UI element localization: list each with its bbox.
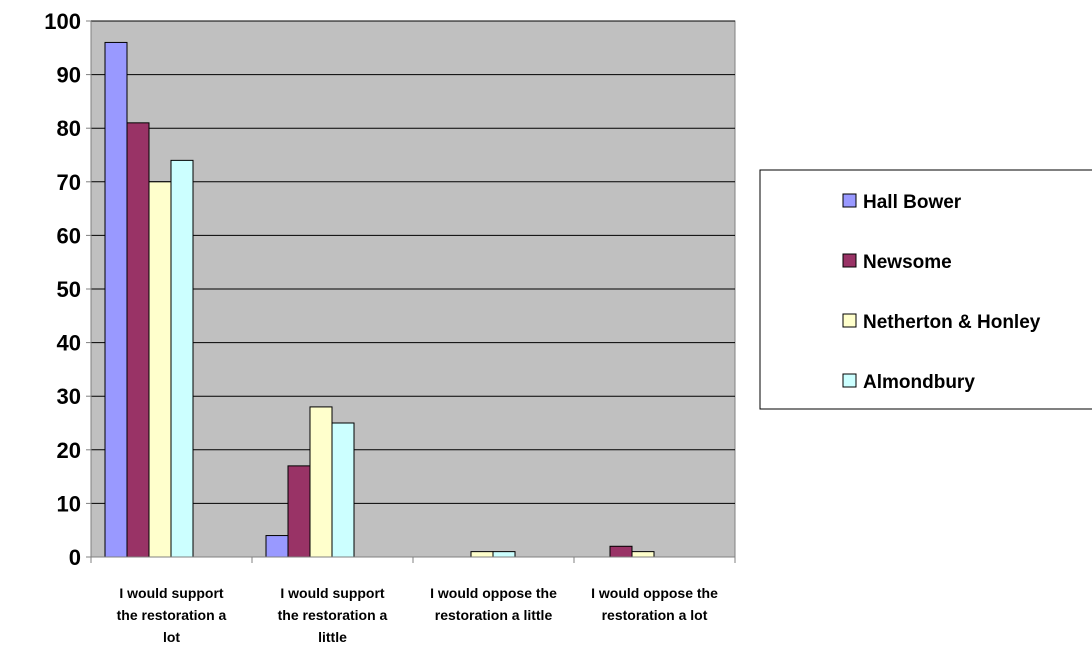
legend-label: Netherton & Honley [863, 312, 1041, 333]
y-tick-label: 40 [57, 331, 81, 356]
x-tick-label-line: little [318, 629, 347, 645]
x-tick-label-line: the restoration a [278, 607, 388, 623]
bar-netherton-honley-3 [470, 551, 494, 558]
legend-label: Almondbury [863, 372, 975, 393]
x-tick-label: I would support the restoration a little [278, 585, 388, 645]
x-tick-label-line: lot [163, 629, 180, 645]
legend-swatch-newsome [842, 253, 857, 268]
axes: 0 10 20 30 40 50 60 70 80 90 100 I would support the… [44, 9, 736, 645]
x-tick-label-line: I would oppose the [430, 585, 557, 601]
x-tick-label-line: the restoration a [117, 607, 227, 623]
bar-netherton-honley-2 [309, 406, 333, 558]
bar-hall-bower-2 [265, 535, 289, 558]
y-tick-label: 100 [44, 9, 81, 34]
x-tick-label: I would oppose the restoration a little [430, 585, 557, 623]
x-tick-label: I would oppose the restoration a lot [591, 585, 718, 623]
x-tick-label-line: I would support [280, 585, 385, 601]
legend-swatch-hall-bower [842, 193, 857, 208]
y-tick-label: 60 [57, 223, 81, 248]
y-tick-label: 80 [57, 116, 81, 141]
y-tick-label: 20 [57, 438, 81, 463]
bar-netherton-honley-1 [148, 181, 172, 558]
bar-hall-bower-1 [104, 41, 128, 558]
x-tick-label-line: restoration a little [435, 607, 553, 623]
bar-netherton-honley-4 [631, 551, 655, 558]
legend-swatch-almondbury [842, 373, 857, 388]
y-tick-label: 70 [57, 170, 81, 195]
x-tick-label: I would support the restoration a lot [117, 585, 227, 645]
x-tick-label-line: I would support [119, 585, 224, 601]
bar-almondbury-1 [170, 159, 194, 558]
bar-newsome-1 [126, 122, 150, 558]
plot-area [90, 20, 736, 558]
y-tick-label: 50 [57, 277, 81, 302]
bar-almondbury-2 [331, 422, 355, 558]
bar-almondbury-3 [492, 551, 516, 558]
legend-swatch-netherton-honley [842, 313, 857, 328]
x-tick-label-line: restoration a lot [602, 607, 708, 623]
legend: Hall Bower Newsome Netherton & Honley Almon… [759, 169, 1092, 410]
bar-newsome-4 [609, 545, 633, 558]
legend-label: Hall Bower [863, 192, 962, 213]
bars [104, 41, 655, 558]
y-tick-label: 10 [57, 491, 81, 516]
y-tick-label: 90 [57, 63, 81, 88]
x-tick-label-line: I would oppose the [591, 585, 718, 601]
bar-newsome-2 [287, 465, 311, 558]
legend-box [759, 169, 1092, 410]
y-tick-label: 30 [57, 384, 81, 409]
y-tick-label: 0 [69, 545, 81, 570]
legend-label: Newsome [863, 252, 952, 273]
